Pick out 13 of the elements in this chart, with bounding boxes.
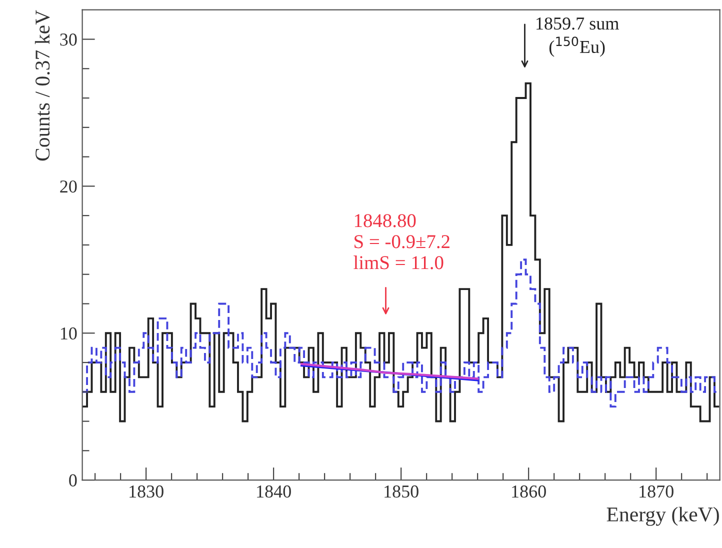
y-tick-label: 30 (60, 34, 77, 46)
x-axis-title: Energy (keV) (606, 506, 719, 526)
x-tick-label: 1870 (640, 485, 674, 498)
y-tick-label: 10 (60, 327, 77, 340)
y-tick-label: 20 (60, 180, 77, 193)
x-tick-label: 1850 (384, 485, 418, 498)
x-tick-label: 1860 (512, 485, 546, 498)
x-tick-label: 1830 (130, 485, 164, 498)
x-tick-label: 1840 (257, 485, 291, 498)
y-axis-title: Counts / 0.37 keV (34, 10, 50, 161)
y-tick-label: 0 (69, 474, 77, 486)
annotation: 1848.80 S = -0.9±7.2 limS = 11.0 (354, 214, 450, 270)
annotation: 1859.7 sum ($^{150}$Eu) (536, 17, 619, 57)
